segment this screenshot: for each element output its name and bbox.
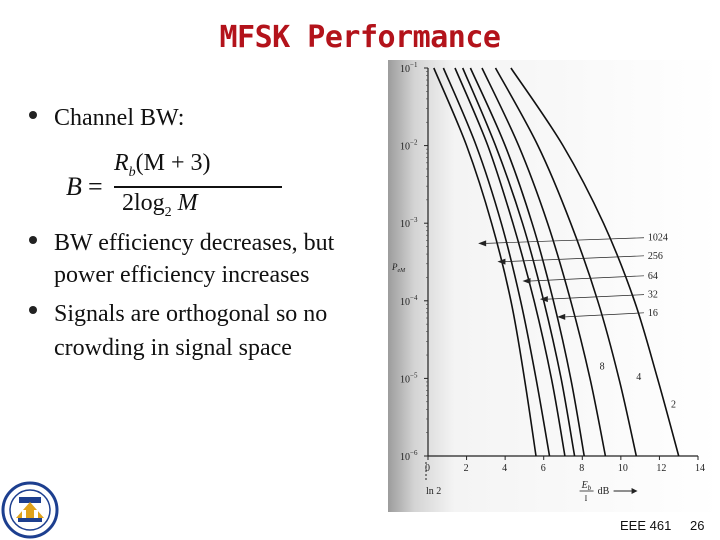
series-label-8: 8	[600, 362, 605, 373]
bullet-text: Signals are orthogonal so no	[54, 301, 328, 327]
fraction-bar	[114, 186, 282, 188]
series-label-2: 2	[671, 400, 676, 411]
formula-equals: =	[88, 172, 103, 201]
series-arrowhead-32	[539, 296, 548, 303]
series-leader-32	[547, 294, 645, 300]
series-arrowhead-1024	[478, 240, 487, 247]
formula-denominator: 2log2 M	[122, 190, 198, 220]
x-extra-tick-label: ln 2	[426, 486, 441, 497]
x-axis-unit: dB	[598, 486, 610, 497]
series-line-1024	[433, 67, 537, 457]
x-tick-label: 10	[618, 463, 628, 474]
x-tick-label: 12	[656, 463, 666, 474]
series-line-2	[510, 67, 680, 457]
series-line-16	[469, 67, 585, 457]
x-tick-label: 0	[425, 463, 430, 474]
page-number: 26	[690, 518, 705, 533]
x-axis-label-denominator: I	[585, 494, 588, 503]
x-tick-label: 8	[579, 463, 584, 474]
series-leader-64	[530, 275, 645, 282]
series-label-1024: 1024	[648, 233, 668, 244]
series-line-256	[442, 67, 551, 457]
x-axis-arrowhead	[631, 488, 638, 494]
series-label-16: 16	[648, 308, 658, 319]
x-axis-label: Eb	[581, 480, 592, 492]
course-label: EEE 461	[620, 518, 672, 533]
university-logo	[1, 481, 59, 539]
series-label-256: 256	[648, 251, 663, 262]
x-tick-label: 2	[464, 463, 469, 474]
series-leader-256	[505, 255, 645, 262]
series-leader-1024	[486, 237, 645, 244]
bullet-text-continued: power efficiency increases	[54, 262, 310, 288]
series-line-64	[454, 67, 566, 457]
series-line-8	[481, 67, 607, 457]
formula-numerator: Rb(M + 3)	[114, 150, 211, 180]
bullet-marker	[29, 236, 37, 244]
bullet-text: Channel BW:	[54, 105, 185, 131]
bullet-text-continued: crowding in signal space	[54, 335, 292, 361]
formula-lhs: B	[66, 172, 82, 201]
x-tick-label: 6	[541, 463, 546, 474]
series-line-4	[494, 67, 638, 457]
series-label-4: 4	[636, 372, 641, 383]
slide-title: MFSK Performance	[219, 20, 501, 55]
series-arrowhead-16	[557, 313, 566, 320]
bullet-text: BW efficiency decreases, but	[54, 230, 335, 256]
series-arrowhead-64	[522, 277, 531, 284]
series-label-32: 32	[648, 290, 658, 301]
x-tick-label: 4	[502, 463, 507, 474]
x-tick-label: 14	[695, 463, 705, 474]
bullet-marker	[29, 111, 37, 119]
bullet-marker	[29, 306, 37, 314]
plot-background	[388, 60, 720, 512]
series-line-32	[461, 67, 576, 457]
series-leader-16	[565, 312, 645, 318]
series-arrowhead-256	[497, 258, 506, 265]
series-label-64: 64	[648, 271, 658, 282]
